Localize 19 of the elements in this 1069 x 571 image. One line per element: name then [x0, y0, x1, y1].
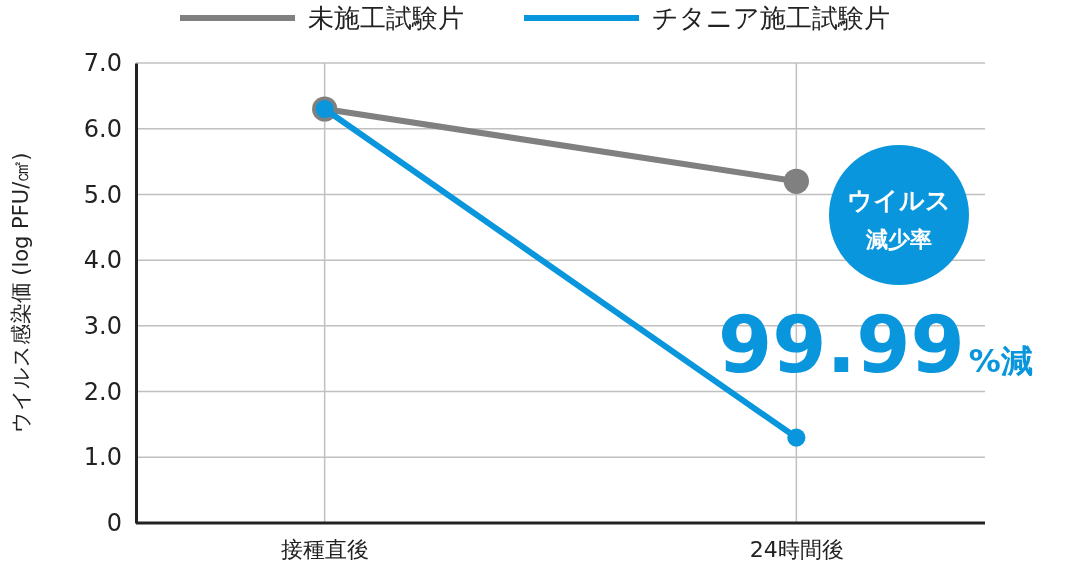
annotation: ウイルス	[847, 186, 951, 215]
legend-label: 未施工試験片	[308, 3, 464, 33]
y-tick-label: 1.0	[83, 443, 122, 472]
y-tick-label: 6.0	[83, 114, 122, 143]
y-tick-label: 2.0	[83, 377, 122, 406]
point	[783, 168, 809, 194]
point	[787, 428, 806, 447]
y-tick-label: 3.0	[83, 312, 122, 341]
annotation: %減	[968, 342, 1033, 380]
y-tick-label: 4.0	[83, 246, 122, 275]
legend-label: チタニア施工試験片	[652, 3, 890, 33]
annotation: 減少率	[865, 227, 932, 252]
x-tick-label: 接種直後	[281, 536, 370, 562]
y-axis-title: ウイルス感染価 (log PFU/㎠)	[9, 152, 33, 434]
y-tick-label: 5.0	[83, 180, 122, 209]
x-tick-label: 24時間後	[749, 536, 844, 562]
annotation: 99.99	[718, 300, 965, 390]
y-tick-label: 0	[106, 509, 122, 538]
y-tick-label: 7.0	[83, 49, 122, 78]
